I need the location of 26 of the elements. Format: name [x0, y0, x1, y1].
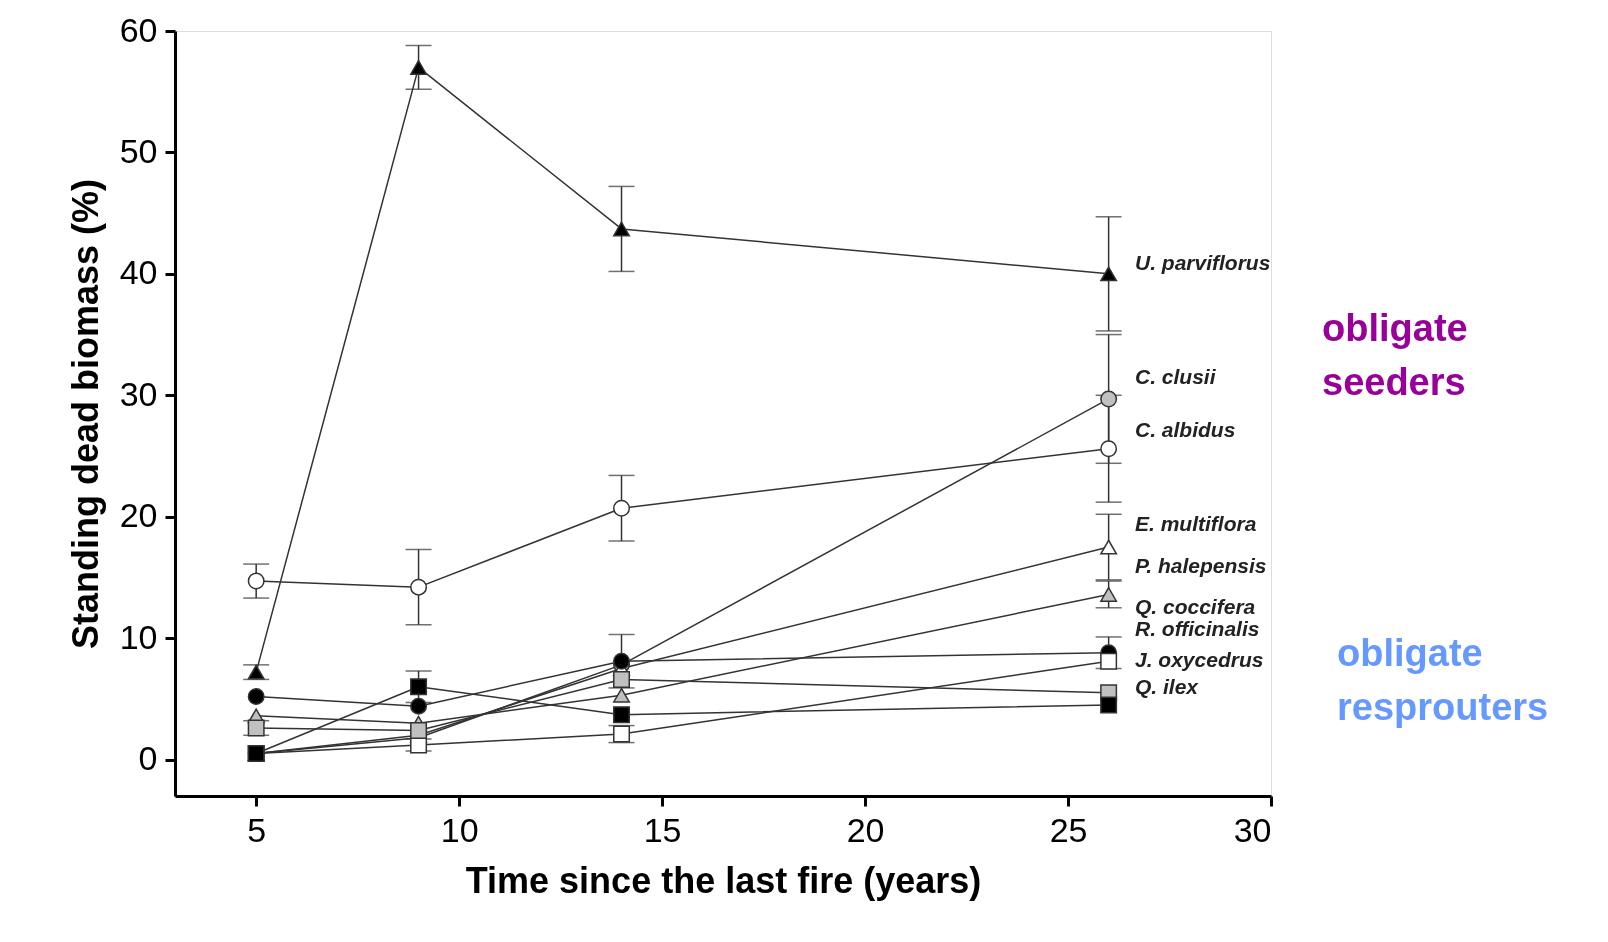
- x-axis-title: Time since the last fire (years): [465, 859, 982, 901]
- x-tick-label: 10: [440, 810, 479, 849]
- annotation: U. parviflorus: [1135, 251, 1271, 274]
- y-tick-label: 10: [119, 617, 158, 656]
- annotation: J. oxycedrus: [1135, 648, 1264, 671]
- annotation: R. officinalis: [1135, 617, 1260, 640]
- x-tick-label: 30: [1233, 810, 1272, 849]
- annotation: Q. ilex: [1135, 675, 1200, 698]
- y-tick-label: 30: [119, 374, 158, 413]
- text: obligate seeders: [1322, 307, 1468, 403]
- y-tick-label: 60: [119, 10, 158, 49]
- annotation: Q. coccifera: [1135, 595, 1256, 618]
- y-tick-label: 40: [119, 253, 158, 292]
- text: obligate resprouters: [1337, 632, 1549, 728]
- x-tick-label: 20: [846, 810, 885, 849]
- y-tick-label: 20: [119, 496, 158, 535]
- annotation: C. albidus: [1135, 418, 1236, 441]
- annotation: E. multiflora: [1135, 512, 1257, 535]
- annotation: P. halepensis: [1135, 554, 1267, 577]
- annotation: C. clusii: [1135, 365, 1217, 388]
- x-tick-label: 25: [1049, 810, 1088, 849]
- y-axis-title: Standing dead biomass (%): [64, 178, 106, 650]
- y-tick-label: 50: [119, 131, 158, 170]
- y-tick-label: 0: [138, 739, 158, 778]
- x-tick-label: 15: [643, 810, 682, 849]
- x-tick-label: 5: [247, 810, 267, 849]
